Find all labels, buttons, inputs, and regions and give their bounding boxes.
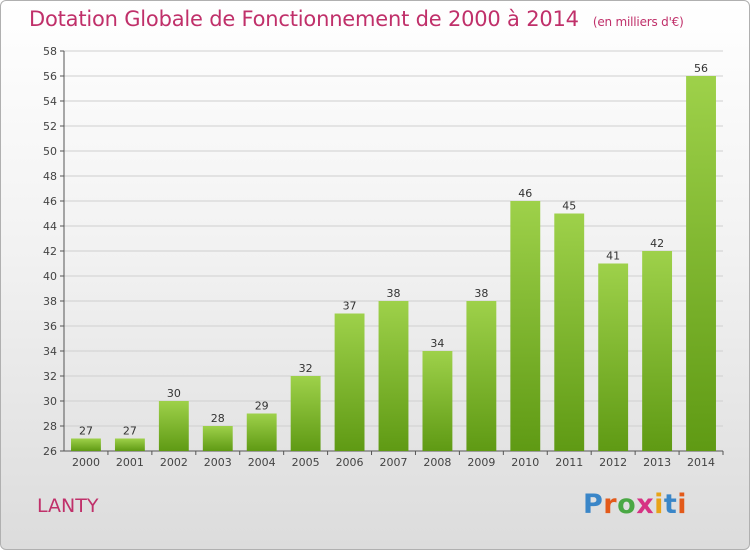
data-label: 38: [474, 287, 488, 300]
y-tick-label: 46: [43, 195, 57, 208]
label-layer: 27 27 30 28 29 32 37 38 34 38 46 45 41 42 56: [79, 62, 708, 438]
logo-letter: r: [603, 489, 618, 520]
logo-letter: P: [583, 489, 604, 520]
logo-letter: o: [617, 489, 637, 520]
y-tick-label: 36: [43, 320, 57, 333]
data-label: 46: [518, 187, 532, 200]
data-label: 45: [562, 200, 576, 213]
x-tick-label: 2003: [204, 456, 232, 469]
y-tick-label: 26: [43, 445, 57, 458]
x-tick-label: 2002: [160, 456, 188, 469]
y-tick-label: 28: [43, 420, 57, 433]
x-tick-label: 2000: [72, 456, 100, 469]
x-tick-label: 2004: [248, 456, 276, 469]
bar: [378, 301, 409, 451]
proxiti-logo: Proxiti: [583, 489, 687, 520]
x-tick-label: 2005: [292, 456, 320, 469]
data-label: 32: [299, 362, 313, 375]
y-tick-label: 58: [43, 45, 57, 58]
y-tick-label: 38: [43, 295, 57, 308]
data-label: 37: [343, 300, 357, 313]
y-tick-label: 34: [43, 345, 57, 358]
bar: [246, 413, 277, 451]
bar: [202, 426, 233, 451]
title-text: Dotation Globale de Fonctionnement de 20…: [29, 7, 579, 31]
commune-name: LANTY: [37, 495, 99, 517]
y-tick-label: 56: [43, 70, 57, 83]
data-label: 28: [211, 412, 225, 425]
logo-letter: x: [636, 489, 655, 520]
bar: [158, 401, 189, 451]
y-tick-label: 50: [43, 145, 57, 158]
x-tick-label: 2001: [116, 456, 144, 469]
bar: [290, 376, 321, 451]
bar: [422, 351, 453, 451]
y-tick-label: 32: [43, 370, 57, 383]
x-tick-label: 2014: [687, 456, 715, 469]
x-tick-label: 2010: [511, 456, 539, 469]
data-label: 29: [255, 400, 269, 413]
data-label: 41: [606, 250, 620, 263]
logo-letter: i: [654, 489, 664, 520]
y-tick-label: 52: [43, 120, 57, 133]
bar: [510, 201, 541, 451]
y-tick-label: 42: [43, 245, 57, 258]
y-tick-label: 48: [43, 170, 57, 183]
logo-letter: i: [677, 489, 688, 520]
y-tick-label: 30: [43, 395, 57, 408]
y-tick-label: 54: [43, 95, 57, 108]
chart-title: Dotation Globale de Fonctionnement de 20…: [29, 7, 684, 31]
data-label: 34: [430, 337, 444, 350]
x-tick-label: 2006: [336, 456, 364, 469]
x-tick-label: 2012: [599, 456, 627, 469]
data-label: 30: [167, 387, 181, 400]
bar: [71, 438, 101, 451]
logo-letter: t: [663, 489, 678, 520]
data-label: 38: [387, 287, 401, 300]
bar: [686, 76, 716, 451]
bar: [466, 301, 497, 451]
x-tick-label: 2013: [643, 456, 671, 469]
data-label: 27: [79, 425, 93, 438]
data-label: 56: [694, 62, 708, 75]
bar: [334, 313, 365, 451]
x-tick-label: 2009: [467, 456, 495, 469]
bar: [554, 213, 585, 451]
y-tick-label: 40: [43, 270, 57, 283]
x-tick-label: 2011: [555, 456, 583, 469]
y-tick-label: 44: [43, 220, 57, 233]
chart-subtitle: (en milliers d'€): [592, 15, 684, 29]
x-tick-label: 2008: [423, 456, 451, 469]
bar: [114, 438, 145, 451]
x-tick-label: 2007: [380, 456, 408, 469]
data-label: 42: [650, 237, 664, 250]
bar: [598, 263, 629, 451]
data-label: 27: [123, 425, 137, 438]
bar-layer: [71, 76, 716, 451]
bar: [642, 251, 673, 451]
